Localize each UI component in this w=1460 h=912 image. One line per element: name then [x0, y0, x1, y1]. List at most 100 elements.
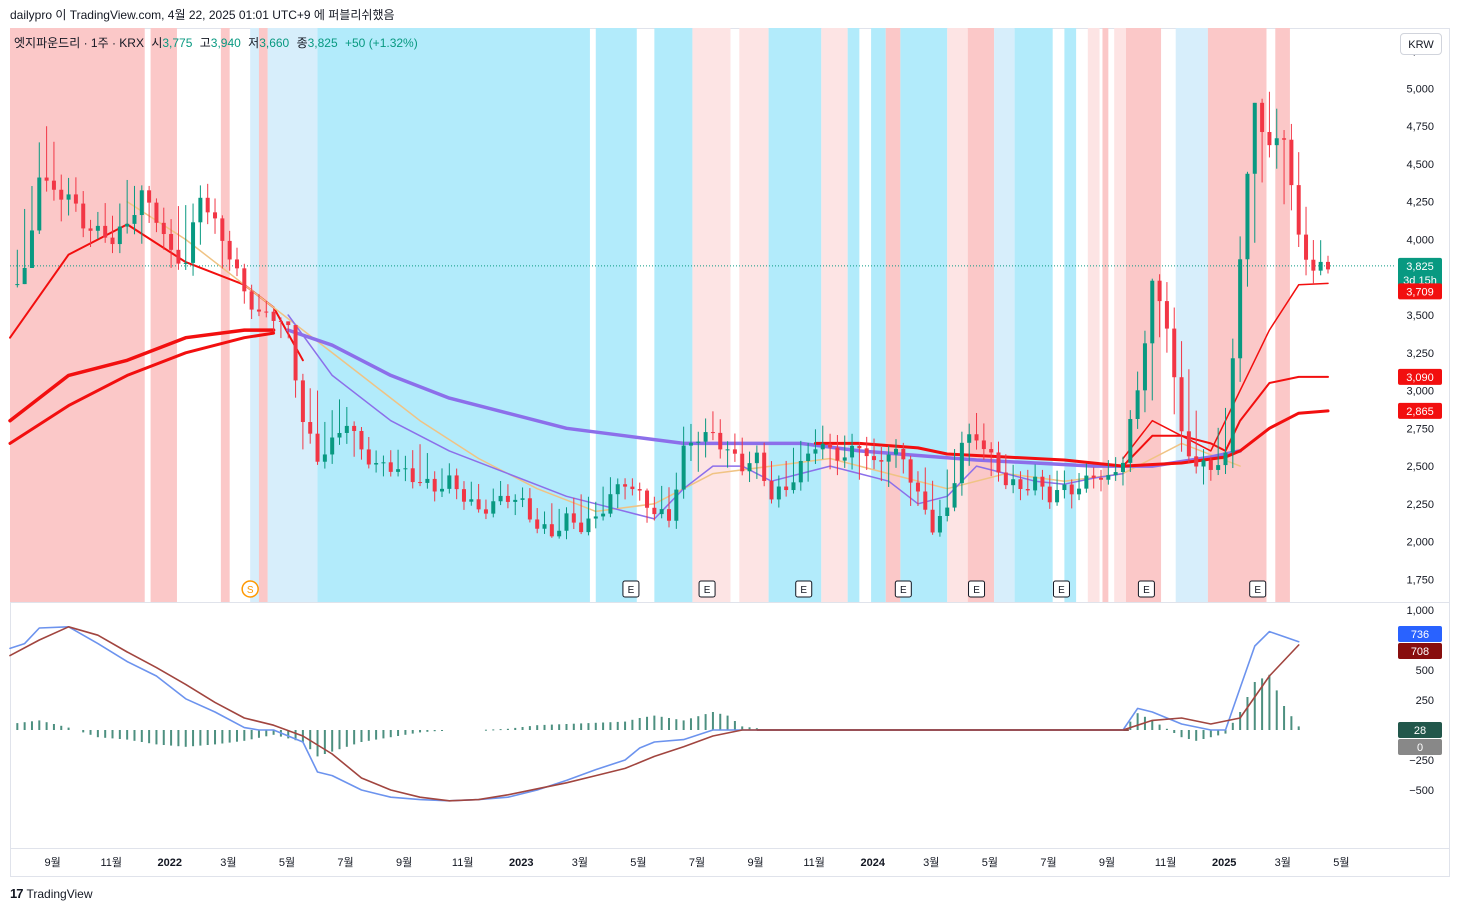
candle-down	[154, 202, 159, 223]
background-bands	[10, 28, 1290, 602]
candle-up	[586, 518, 591, 533]
candle-up	[703, 432, 708, 442]
candle-down	[1267, 132, 1272, 146]
macd-histogram-bar	[1290, 716, 1293, 730]
macd-histogram-bar	[221, 730, 224, 744]
macd-histogram-bar	[67, 727, 70, 730]
candle-down	[1164, 301, 1169, 329]
time-tick-label: 2024	[860, 857, 885, 869]
candle-down	[1296, 185, 1301, 235]
macd-histogram-bar	[719, 713, 722, 730]
tradingview-logo-icon: 17	[10, 886, 24, 901]
macd-histogram-bar	[411, 730, 414, 734]
candle-down	[784, 486, 789, 491]
background-band	[1087, 28, 1100, 602]
candle-up	[447, 475, 452, 489]
macd-tick-label: −250	[1409, 755, 1434, 767]
candle-up	[513, 499, 518, 502]
macd-histogram-bar	[1158, 724, 1161, 730]
background-band	[692, 28, 731, 602]
macd-histogram-bar	[45, 722, 48, 730]
candle-up	[601, 513, 606, 517]
macd-histogram-bar	[499, 729, 502, 731]
candle-up	[132, 215, 137, 224]
macd-histogram-bar	[265, 730, 268, 737]
background-band	[1175, 28, 1208, 602]
candle-up	[893, 448, 898, 455]
candle-down	[44, 177, 49, 181]
price-label-bg	[1398, 368, 1442, 385]
candle-up	[396, 469, 401, 472]
macd-histogram-bar	[565, 724, 568, 730]
macd-histogram-bar	[543, 724, 546, 730]
candle-up	[15, 284, 20, 286]
candle-down	[220, 218, 225, 241]
time-tick-label: 3월	[220, 856, 236, 869]
candle-down	[908, 459, 913, 483]
candle-up	[937, 516, 942, 533]
currency-button[interactable]: KRW	[1400, 33, 1442, 55]
candle-down	[1047, 486, 1052, 503]
macd-histogram-bar	[375, 730, 378, 740]
earnings-event-icon	[1137, 580, 1155, 598]
time-tick-label: 3월	[572, 856, 588, 869]
change-value: +50 (+1.32%)	[345, 36, 418, 50]
macd-histogram-bar	[257, 730, 260, 738]
macd-histogram-bar	[52, 724, 55, 730]
macd-histogram-bar	[441, 730, 444, 731]
candle-down	[571, 513, 576, 523]
candle-down	[1304, 234, 1309, 260]
background-band	[994, 28, 1015, 602]
macd-histogram-bar	[653, 715, 656, 730]
macd-histogram-bar	[1165, 728, 1168, 730]
candle-down	[1260, 102, 1265, 133]
price-tick-label: 3,000	[1406, 386, 1434, 398]
time-tick-label: 11월	[1155, 856, 1177, 869]
macd-histogram-bar	[697, 716, 700, 730]
candle-down	[432, 478, 437, 492]
candle-down	[732, 449, 737, 454]
candle-up	[776, 486, 781, 500]
macd-histogram-bar	[1283, 706, 1286, 730]
background-band	[1014, 28, 1053, 602]
macd-label: 28	[1414, 725, 1426, 737]
macd-histogram-bar	[1136, 713, 1139, 730]
candle-up	[1135, 390, 1140, 419]
candle-down	[242, 268, 247, 292]
candle-up	[1201, 460, 1206, 467]
candle-up	[850, 445, 855, 458]
candle-down	[1091, 475, 1096, 478]
candle-down	[483, 509, 488, 514]
macd-histogram-bar	[528, 726, 531, 730]
price-label: 3,709	[1406, 286, 1434, 298]
candle-down	[418, 482, 423, 484]
time-tick-label: 5월	[982, 856, 998, 869]
macd-histogram-bar	[558, 724, 561, 730]
candle-up	[1216, 465, 1221, 470]
candle-up	[95, 225, 100, 231]
background-band	[821, 28, 848, 602]
candle-down	[264, 311, 269, 313]
candle-down	[88, 228, 93, 231]
macd-histogram-bar	[228, 730, 231, 743]
macd-histogram-bar	[331, 730, 334, 752]
macd-label: 736	[1411, 629, 1429, 641]
macd-histogram-bar	[631, 719, 634, 730]
candle-down	[1179, 377, 1184, 432]
candle-down	[278, 320, 283, 322]
macd-histogram-bar	[367, 730, 370, 741]
candle-down	[872, 456, 877, 461]
candle-up	[425, 478, 430, 483]
candle-up	[820, 443, 825, 450]
macd-histogram-bar	[1275, 690, 1278, 730]
candle-up	[491, 501, 496, 514]
macd-histogram-bar	[170, 730, 173, 746]
candle-up	[344, 425, 349, 433]
macd-histogram-bar	[1209, 730, 1212, 738]
price-tick-label: 2,250	[1406, 499, 1434, 511]
candle-down	[579, 522, 584, 533]
macd-histogram-bar	[294, 730, 297, 741]
price-tick-label: 5,000	[1406, 83, 1434, 95]
candle-down	[740, 453, 745, 472]
